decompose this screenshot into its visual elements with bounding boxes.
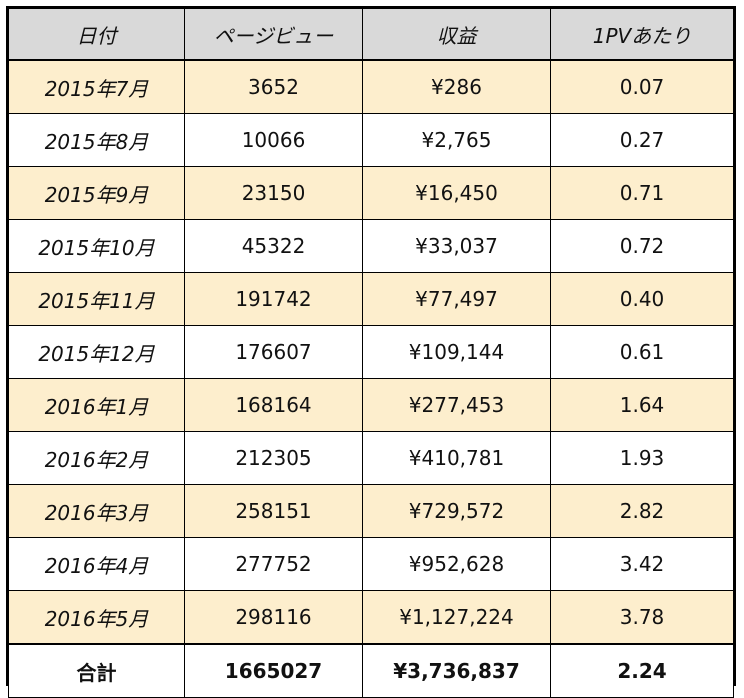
date-cell: 2015年10月 — [8, 219, 185, 273]
table-row: 2016年4月 277752 ¥952,628 3.42 — [8, 537, 734, 591]
revenue-cell: ¥16,450 — [362, 166, 551, 220]
revenue-cell: ¥77,497 — [362, 272, 551, 326]
per-pv-cell: 1.64 — [550, 378, 734, 432]
revenue-cell: ¥2,765 — [362, 113, 551, 167]
pageviews-cell: 23150 — [184, 166, 363, 220]
total-pageviews: 1665027 — [184, 643, 363, 698]
pageviews-cell: 176607 — [184, 325, 363, 379]
column-header-date: 日付 — [8, 8, 185, 61]
table-body: 2015年7月 3652 ¥286 0.07 2015年8月 10066 ¥2,765 0.2… — [8, 59, 734, 645]
per-pv-cell: 3.78 — [550, 590, 734, 645]
pageviews-cell: 168164 — [184, 378, 363, 432]
table-row: 2015年7月 3652 ¥286 0.07 — [8, 59, 734, 114]
revenue-cell: ¥277,453 — [362, 378, 551, 432]
column-header-pageviews: ページビュー — [184, 8, 363, 61]
total-label: 合計 — [8, 643, 185, 698]
header-row: 日付 ページビュー 収益 1PVあたり — [8, 8, 734, 61]
revenue-table: 日付 ページビュー 収益 1PVあたり 2015年7月 3652 ¥286 0.07 2… — [8, 8, 734, 698]
revenue-cell: ¥952,628 — [362, 537, 551, 591]
table-row: 2015年12月 176607 ¥109,144 0.61 — [8, 325, 734, 379]
data-table-container: 日付 ページビュー 収益 1PVあたり 2015年7月 3652 ¥286 0.07 2… — [6, 6, 736, 698]
date-cell: 2016年3月 — [8, 484, 185, 538]
date-cell: 2015年11月 — [8, 272, 185, 326]
revenue-cell: ¥33,037 — [362, 219, 551, 273]
date-cell: 2015年12月 — [8, 325, 185, 379]
table-row: 2016年3月 258151 ¥729,572 2.82 — [8, 484, 734, 538]
per-pv-cell: 1.93 — [550, 431, 734, 485]
revenue-cell: ¥729,572 — [362, 484, 551, 538]
per-pv-cell: 0.71 — [550, 166, 734, 220]
pageviews-cell: 10066 — [184, 113, 363, 167]
total-row: 合計 1665027 ¥3,736,837 2.24 — [8, 643, 734, 698]
per-pv-cell: 2.82 — [550, 484, 734, 538]
column-header-per-pv: 1PVあたり — [550, 8, 734, 61]
pageviews-cell: 45322 — [184, 219, 363, 273]
date-cell: 2016年1月 — [8, 378, 185, 432]
revenue-cell: ¥109,144 — [362, 325, 551, 379]
pageviews-cell: 258151 — [184, 484, 363, 538]
pageviews-cell: 212305 — [184, 431, 363, 485]
table-row: 2015年9月 23150 ¥16,450 0.71 — [8, 166, 734, 220]
total-per-pv: 2.24 — [550, 643, 734, 698]
revenue-cell: ¥286 — [362, 59, 551, 114]
total-revenue: ¥3,736,837 — [362, 643, 551, 698]
pageviews-cell: 3652 — [184, 59, 363, 114]
per-pv-cell: 0.61 — [550, 325, 734, 379]
table-row: 2015年10月 45322 ¥33,037 0.72 — [8, 219, 734, 273]
table-row: 2015年11月 191742 ¥77,497 0.40 — [8, 272, 734, 326]
revenue-cell: ¥410,781 — [362, 431, 551, 485]
revenue-cell: ¥1,127,224 — [362, 590, 551, 645]
pageviews-cell: 298116 — [184, 590, 363, 645]
pageviews-cell: 277752 — [184, 537, 363, 591]
per-pv-cell: 3.42 — [550, 537, 734, 591]
date-cell: 2016年2月 — [8, 431, 185, 485]
date-cell: 2016年4月 — [8, 537, 185, 591]
date-cell: 2016年5月 — [8, 590, 185, 645]
per-pv-cell: 0.27 — [550, 113, 734, 167]
date-cell: 2015年8月 — [8, 113, 185, 167]
column-header-revenue: 収益 — [362, 8, 551, 61]
table-row: 2016年2月 212305 ¥410,781 1.93 — [8, 431, 734, 485]
table-row: 2016年5月 298116 ¥1,127,224 3.78 — [8, 590, 734, 645]
per-pv-cell: 0.07 — [550, 59, 734, 114]
date-cell: 2015年7月 — [8, 59, 185, 114]
pageviews-cell: 191742 — [184, 272, 363, 326]
table-row: 2016年1月 168164 ¥277,453 1.64 — [8, 378, 734, 432]
table-row: 2015年8月 10066 ¥2,765 0.27 — [8, 113, 734, 167]
date-cell: 2015年9月 — [8, 166, 185, 220]
per-pv-cell: 0.40 — [550, 272, 734, 326]
per-pv-cell: 0.72 — [550, 219, 734, 273]
